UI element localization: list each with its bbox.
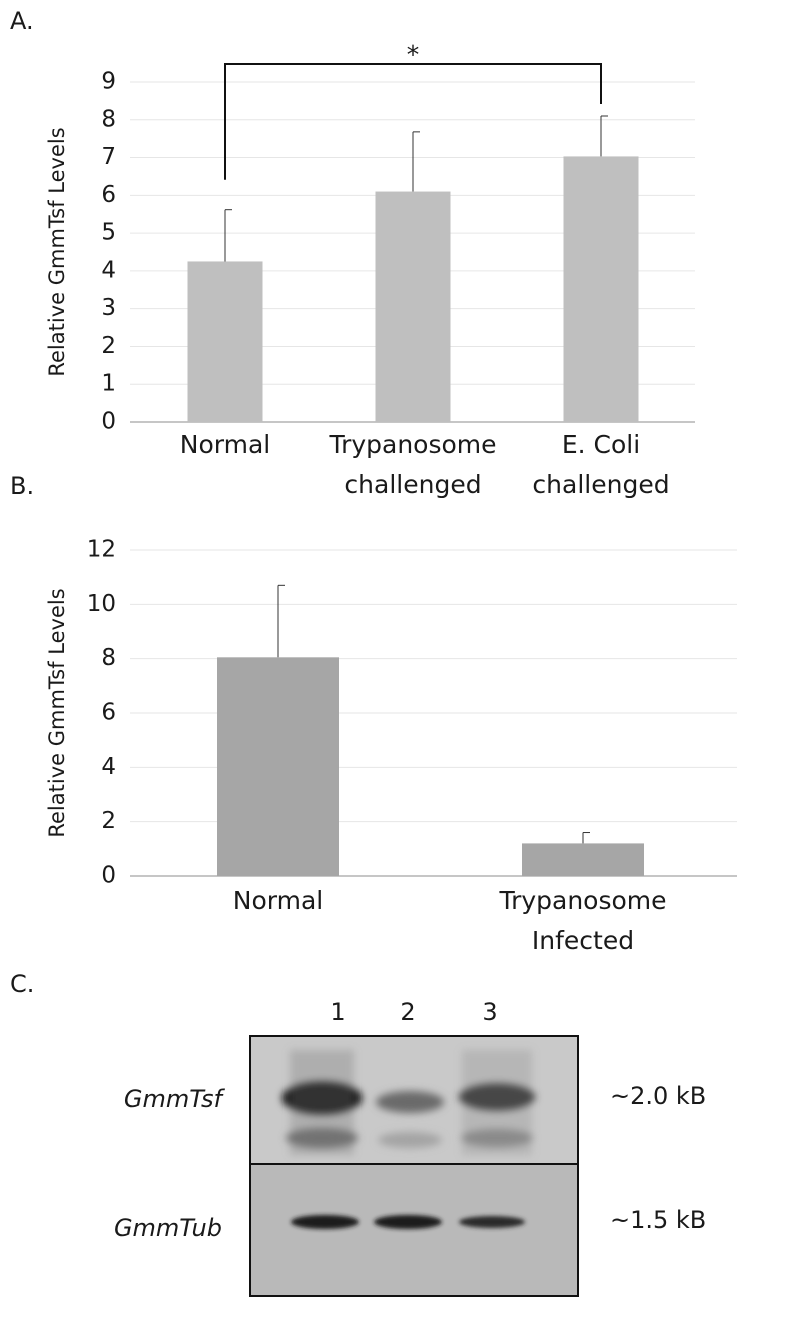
y-tick-label: 1	[101, 371, 116, 397]
row-label: GmmTsf	[124, 1085, 226, 1113]
significance-bracket	[224, 63, 602, 180]
y-tick-label: 10	[87, 591, 116, 617]
error-bar	[412, 131, 420, 192]
bar	[375, 191, 451, 422]
error-bar	[224, 209, 232, 262]
x-tick-label: Normal	[233, 886, 323, 915]
y-tick-label: 0	[101, 863, 116, 889]
x-tick-label: Normal	[180, 430, 270, 459]
y-tick-label: 4	[101, 754, 116, 780]
blot-image	[249, 1035, 579, 1297]
x-tick-label: E. Coli challenged	[532, 430, 669, 499]
bar	[217, 657, 339, 876]
bar	[563, 156, 639, 422]
y-tick-label: 0	[101, 409, 116, 435]
y-tick-label: 6	[101, 182, 116, 208]
y-tick-label: 5	[101, 220, 116, 246]
y-tick-label: 2	[101, 333, 116, 359]
y-tick-label: 8	[101, 106, 116, 132]
y-tick-label: 4	[101, 257, 116, 283]
row-label: GmmTub	[114, 1214, 222, 1242]
x-tick-label: Trypanosome challenged	[328, 430, 496, 499]
size-label: ~2.0 kB	[610, 1082, 706, 1110]
size-label: ~1.5 kB	[610, 1206, 706, 1234]
significance-label: *	[407, 40, 420, 69]
y-tick-label: 6	[101, 700, 116, 726]
y-tick-label: 8	[101, 645, 116, 671]
panel-label: C.	[10, 970, 34, 998]
bar	[522, 843, 644, 876]
error-bar	[582, 832, 590, 844]
y-tick-label: 3	[101, 295, 116, 321]
y-tick-label: 2	[101, 808, 116, 834]
y-axis-label: Relative GmmTsf Levels	[45, 127, 69, 376]
panel-label: B.	[10, 472, 34, 500]
lane-label: 3	[482, 998, 497, 1026]
lane-label: 2	[400, 998, 415, 1026]
lane-label: 1	[330, 998, 345, 1026]
x-tick-label: Trypanosome Infected	[498, 886, 666, 955]
y-tick-label: 12	[87, 537, 116, 563]
bar	[187, 261, 263, 422]
error-bar	[600, 115, 608, 157]
y-axis-label: Relative GmmTsf Levels	[45, 588, 69, 837]
y-tick-label: 9	[101, 69, 116, 95]
y-tick-label: 7	[101, 144, 116, 170]
panel-label: A.	[10, 7, 34, 35]
error-bar	[277, 584, 285, 658]
